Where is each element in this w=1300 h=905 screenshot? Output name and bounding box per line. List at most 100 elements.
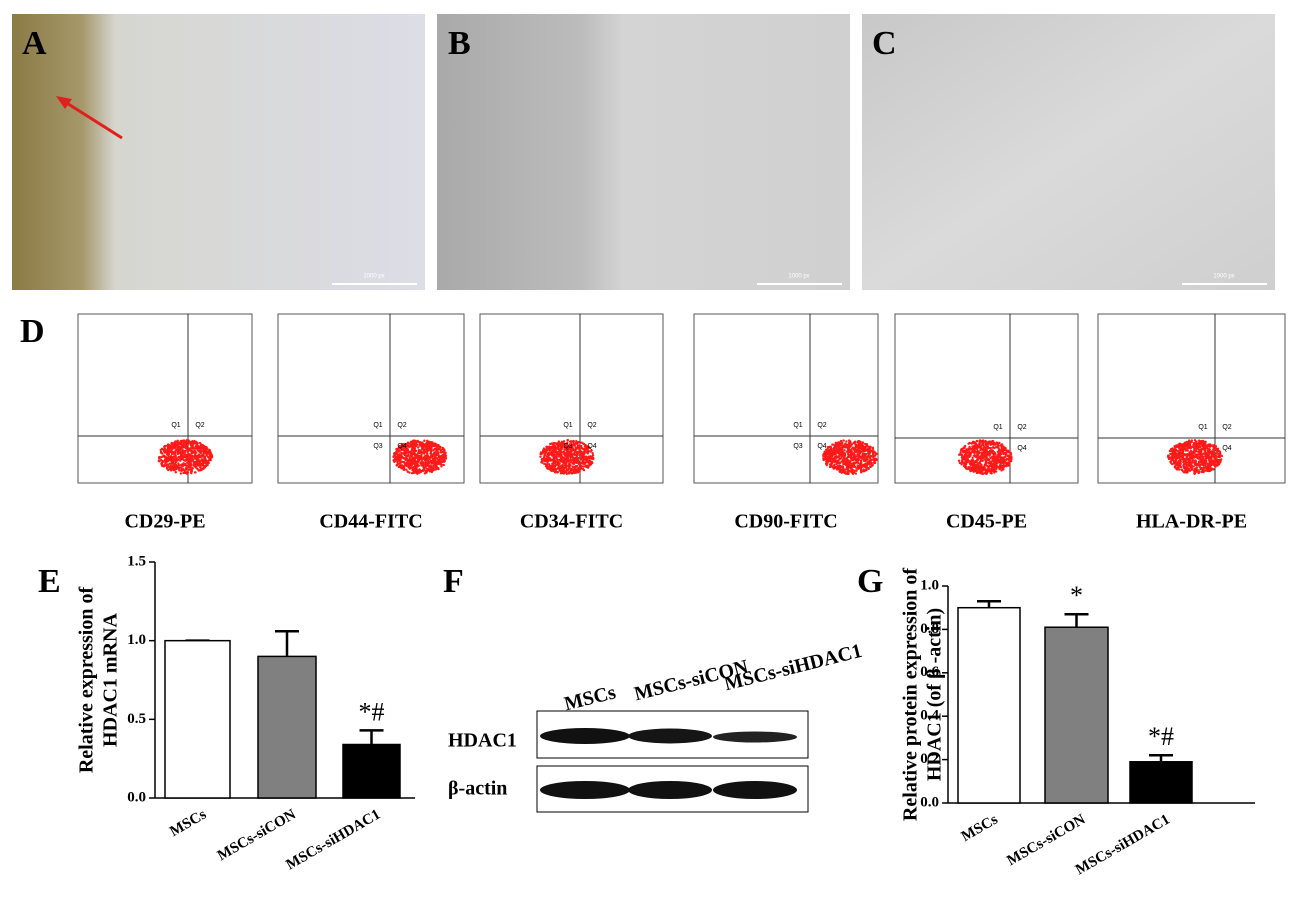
event-dot <box>1007 458 1011 461</box>
y-tick-label: 1.0 <box>920 577 939 593</box>
event-dot <box>1172 456 1175 459</box>
event-dot <box>1191 445 1195 449</box>
event-dot <box>971 456 974 460</box>
event-dot <box>860 447 864 451</box>
event-dot <box>545 445 548 448</box>
band <box>628 781 712 799</box>
event-dot <box>437 467 440 471</box>
event-dot <box>191 451 194 454</box>
event-dot <box>830 465 833 468</box>
event-dot <box>185 444 188 448</box>
event-dot <box>434 451 437 455</box>
bar <box>342 743 401 799</box>
event-dot <box>204 458 207 461</box>
event-dot <box>574 446 578 450</box>
event-dot <box>838 454 841 457</box>
event-dot <box>843 449 846 452</box>
event-dot <box>182 462 185 465</box>
event-dot <box>398 449 401 453</box>
event-dot <box>174 460 177 464</box>
event-dot <box>199 445 202 448</box>
event-dot <box>832 467 835 470</box>
event-dot <box>853 469 857 472</box>
event-dot <box>1199 468 1202 471</box>
event-dot <box>1186 447 1189 451</box>
event-dot <box>866 462 869 465</box>
event-dot <box>176 443 179 447</box>
event-dot <box>551 468 555 471</box>
event-dot <box>1181 458 1184 461</box>
event-dot <box>568 459 572 462</box>
marker-label: CD44-FITC <box>319 511 422 533</box>
event-dot <box>425 461 428 464</box>
event-dot <box>554 457 558 460</box>
quadrant-label: Q1 <box>993 424 1002 431</box>
event-dot <box>859 469 863 473</box>
event-dot <box>580 441 583 444</box>
band <box>540 728 630 744</box>
event-dot <box>997 457 1000 461</box>
event-dot <box>968 445 971 449</box>
event-dot <box>416 469 420 472</box>
event-dot <box>175 457 178 460</box>
event-dot <box>408 471 411 474</box>
event-dot <box>427 445 430 448</box>
event-dot <box>848 441 852 445</box>
event-dot <box>992 455 996 458</box>
event-dot <box>424 442 428 445</box>
event-dot <box>202 450 205 453</box>
y-tick-label: 0.0 <box>127 789 146 805</box>
event-dot <box>1188 454 1191 457</box>
event-dot <box>545 455 549 458</box>
event-dot <box>1202 452 1205 455</box>
scale-bar-label: 1000 px <box>363 274 384 280</box>
event-dot <box>571 465 574 468</box>
event-dot <box>590 455 594 459</box>
event-dot <box>429 449 433 453</box>
event-dot <box>967 447 970 451</box>
event-dot <box>398 445 401 448</box>
event-dot <box>985 459 988 462</box>
event-dot <box>842 460 845 464</box>
event-dot <box>984 463 987 466</box>
event-dot <box>984 439 987 443</box>
x-tick-label: MSCs-siCON <box>1004 812 1088 870</box>
event-dot <box>822 453 825 457</box>
event-dot <box>1213 463 1217 466</box>
event-dot <box>985 469 988 472</box>
event-dot <box>185 470 189 474</box>
event-dot <box>1215 448 1218 452</box>
bar <box>957 606 1021 804</box>
micrograph <box>437 14 850 290</box>
event-dot <box>873 461 876 465</box>
event-dot <box>186 446 189 450</box>
event-dot <box>157 460 161 463</box>
event-dot <box>1206 455 1209 458</box>
event-dot <box>989 446 992 450</box>
event-dot <box>429 465 432 468</box>
event-dot <box>199 463 203 466</box>
event-dot <box>838 467 842 471</box>
event-dot <box>1218 460 1222 464</box>
event-dot <box>836 460 839 463</box>
event-dot <box>552 455 556 458</box>
row-label: HDAC1 <box>448 730 517 752</box>
event-dot <box>997 459 1001 463</box>
event-dot <box>409 466 413 470</box>
event-dot <box>196 456 199 460</box>
event-dot <box>567 455 570 458</box>
event-dot <box>547 451 551 454</box>
event-dot <box>864 445 868 448</box>
event-dot <box>556 458 559 462</box>
event-dot <box>970 447 974 451</box>
event-dot <box>1198 464 1201 467</box>
x-tick-label: MSCs-siCON <box>215 807 299 865</box>
event-dot <box>413 448 416 452</box>
event-dot <box>587 456 591 460</box>
event-dot <box>406 470 409 473</box>
event-dot <box>1009 452 1013 456</box>
event-dot <box>1197 439 1201 442</box>
y-tick-label: 0.5 <box>127 711 146 727</box>
event-dot <box>561 468 565 472</box>
event-dot <box>591 452 594 455</box>
